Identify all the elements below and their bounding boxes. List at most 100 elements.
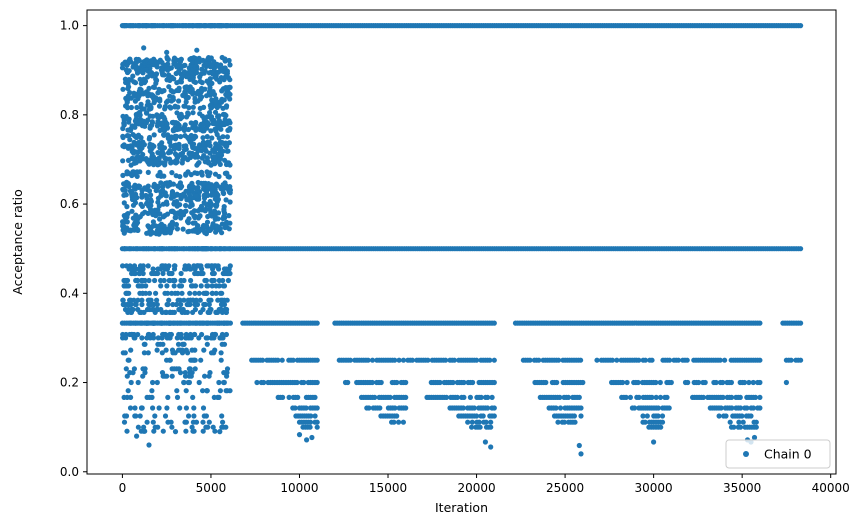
data-point-2232 xyxy=(201,222,207,229)
data-point-2573 xyxy=(177,174,183,180)
data-point-2231 xyxy=(150,223,156,229)
data-point-3022 xyxy=(190,104,196,110)
data-point-2452 xyxy=(201,192,207,198)
data-point-1670 xyxy=(167,357,173,363)
data-point-2321 xyxy=(149,208,155,214)
data-point-1530 xyxy=(200,428,206,434)
data-point-2995 xyxy=(185,110,191,116)
data-point-2585 xyxy=(226,174,232,180)
data-point-1618 xyxy=(135,379,141,386)
y-tick-label-1: 0.2 xyxy=(60,376,79,390)
data-point-1488 xyxy=(642,419,648,425)
data-point-1971 xyxy=(166,277,172,284)
data-point-2021 xyxy=(137,270,143,277)
data-point-2367 xyxy=(156,203,162,209)
data-point-3261 xyxy=(130,73,136,79)
data-point-3210 xyxy=(153,76,159,82)
data-point-2821 xyxy=(178,134,184,140)
data-point-1879 xyxy=(139,301,145,308)
data-point-1395 xyxy=(737,405,744,411)
data-point-3426 xyxy=(164,54,170,61)
data-point-1651 xyxy=(131,366,137,372)
data-point-1940 xyxy=(204,290,210,296)
data-point-2919 xyxy=(182,122,188,128)
data-point-2368 xyxy=(207,198,213,205)
data-point-3486 xyxy=(172,429,179,435)
data-point-1769 xyxy=(193,320,199,326)
data-point-1993 xyxy=(134,277,140,284)
data-point-1050 xyxy=(722,357,728,363)
data-point-1305 xyxy=(737,394,743,400)
data-point-2108 xyxy=(166,246,172,252)
data-point-1611 xyxy=(174,388,180,394)
data-point-3080 xyxy=(185,94,191,101)
data-point-1794 xyxy=(197,320,203,326)
data-point-1604 xyxy=(223,388,229,394)
data-point-1418 xyxy=(394,413,400,419)
data-point-3483 xyxy=(783,379,790,386)
data-point-975 xyxy=(474,357,480,363)
data-point-3139 xyxy=(166,84,172,90)
data-point-3490 xyxy=(164,49,170,56)
data-point-2597 xyxy=(128,162,134,168)
data-point-1792 xyxy=(133,320,139,326)
data-point-2588 xyxy=(206,173,212,179)
data-point-3130 xyxy=(180,92,186,98)
data-point-3471 xyxy=(143,23,149,29)
data-point-2692 xyxy=(149,151,155,157)
data-point-2376 xyxy=(221,204,227,210)
data-point-2754 xyxy=(171,146,177,152)
data-point-1087 xyxy=(294,379,300,386)
data-point-950 xyxy=(409,357,415,363)
data-point-1546 xyxy=(155,424,161,430)
data-point-2964 xyxy=(216,117,222,124)
data-point-1612 xyxy=(149,388,155,394)
data-point-3218 xyxy=(204,78,210,84)
data-point-1790 xyxy=(159,320,165,326)
data-point-2203 xyxy=(135,227,141,233)
data-point-1575 xyxy=(122,413,128,419)
data-point-1707 xyxy=(155,341,161,347)
data-point-1704 xyxy=(204,341,210,347)
data-point-1351 xyxy=(485,405,491,411)
data-point-2836 xyxy=(151,132,157,138)
data-point-2355 xyxy=(121,200,127,206)
data-point-1910 xyxy=(221,297,227,303)
data-point-1907 xyxy=(197,297,203,303)
data-point-1486 xyxy=(572,419,578,425)
data-point-3003 xyxy=(137,109,143,115)
legend[interactable]: Chain 0 xyxy=(725,439,831,469)
data-point-2976 xyxy=(197,111,203,117)
data-point-1138 xyxy=(491,379,497,386)
data-point-3477 xyxy=(576,442,582,449)
data-point-1855 xyxy=(128,301,134,308)
data-point-887 xyxy=(757,320,763,326)
data-point-1708 xyxy=(175,341,182,347)
data-point-1690 xyxy=(163,347,169,353)
data-point-2268 xyxy=(186,216,192,222)
data-point-3093 xyxy=(124,99,130,105)
data-point-1791 xyxy=(138,320,144,326)
data-point-1409 xyxy=(308,413,314,419)
data-point-1914 xyxy=(196,290,202,296)
data-point-1563 xyxy=(220,419,226,425)
data-point-2788 xyxy=(216,143,222,149)
data-point-3134 xyxy=(149,93,155,99)
data-point-2876 xyxy=(185,126,192,133)
data-point-1064 xyxy=(757,357,763,363)
data-point-1196 xyxy=(746,379,752,386)
data-point-1576 xyxy=(132,413,138,419)
data-point-2627 xyxy=(222,157,228,163)
data-point-3219 xyxy=(123,79,129,86)
data-point-1512 xyxy=(488,424,494,430)
data-point-1553 xyxy=(144,419,150,425)
data-point-1936 xyxy=(140,290,146,296)
data-point-1673 xyxy=(141,350,147,356)
x-axis-ticks: 0 5000 10000 15000 20000 25000 30000 35000 40000 xyxy=(119,474,850,495)
data-point-1585 xyxy=(191,405,197,411)
data-point-1898 xyxy=(120,297,126,303)
data-point-1714 xyxy=(203,335,209,341)
data-point-2083 xyxy=(209,263,215,269)
data-point-3167 xyxy=(125,85,131,92)
data-point-2485 xyxy=(120,187,126,193)
